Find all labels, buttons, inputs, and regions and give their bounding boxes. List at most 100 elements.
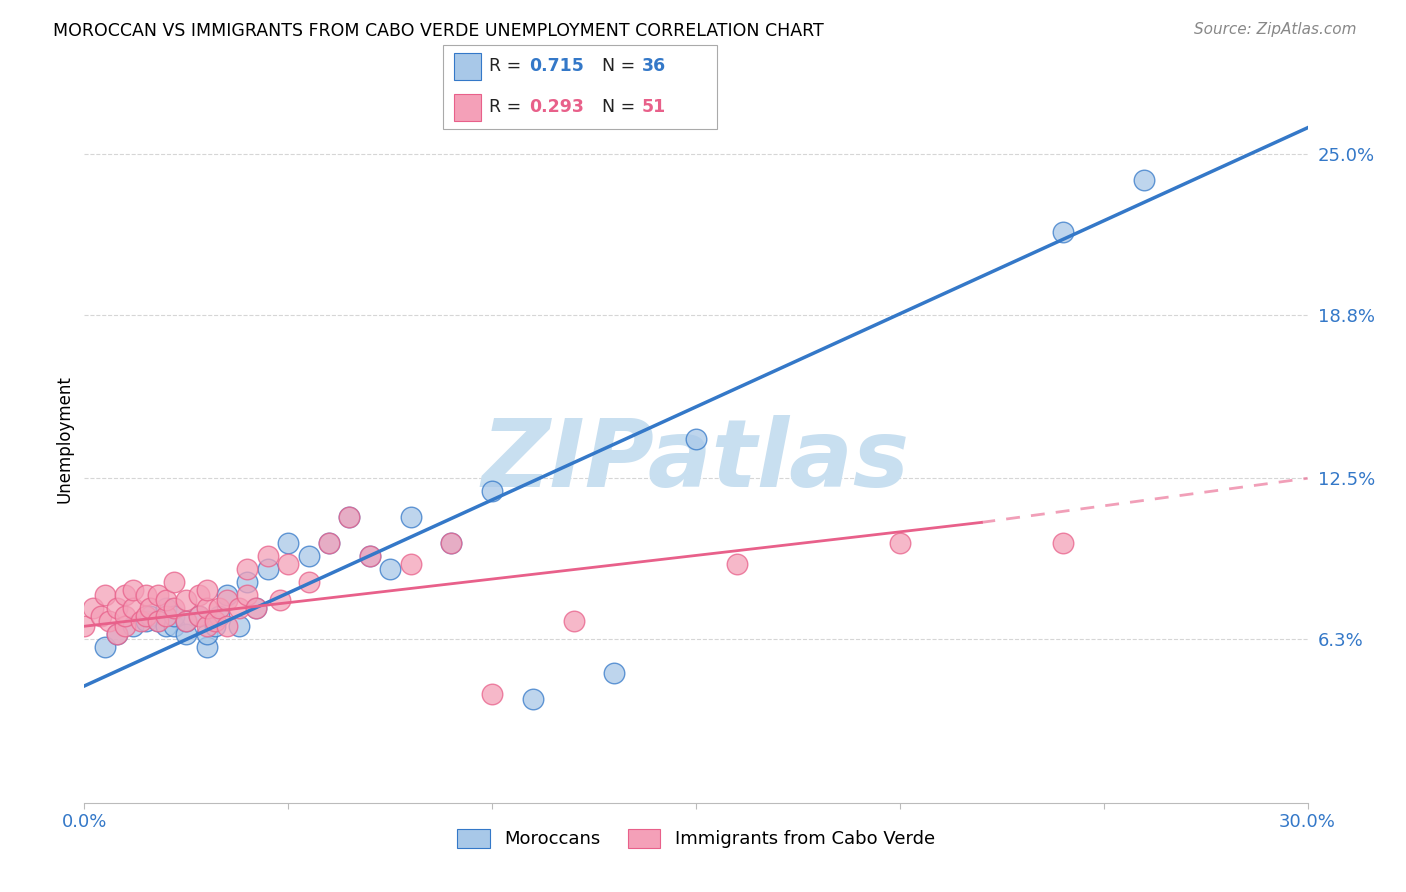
Point	[359, 549, 381, 563]
Point	[187, 608, 209, 623]
Point	[105, 601, 128, 615]
Y-axis label: Unemployment: Unemployment	[55, 376, 73, 503]
Text: N =: N =	[602, 57, 641, 75]
Point	[163, 575, 186, 590]
Point	[155, 601, 177, 615]
Point	[228, 619, 250, 633]
Point	[217, 593, 239, 607]
Point	[174, 627, 197, 641]
Point	[187, 588, 209, 602]
Point	[380, 562, 402, 576]
Point	[277, 557, 299, 571]
Point	[138, 608, 160, 623]
Point	[481, 484, 503, 499]
Point	[97, 614, 120, 628]
Point	[245, 601, 267, 615]
Text: ZIPatlas: ZIPatlas	[482, 415, 910, 508]
Point	[131, 614, 153, 628]
Point	[146, 614, 169, 628]
Text: 0.293: 0.293	[529, 98, 583, 116]
Point	[135, 614, 157, 628]
Point	[236, 562, 259, 576]
Point	[257, 549, 280, 563]
Point	[298, 549, 321, 563]
Point	[318, 536, 340, 550]
Point	[155, 593, 177, 607]
Text: 51: 51	[641, 98, 666, 116]
Point	[105, 627, 128, 641]
Point	[93, 588, 115, 602]
Point	[114, 619, 136, 633]
Point	[174, 614, 197, 628]
Point	[1052, 536, 1074, 550]
Point	[163, 619, 186, 633]
Point	[114, 608, 136, 623]
Point	[685, 432, 707, 446]
Point	[105, 627, 128, 641]
Point	[135, 588, 157, 602]
Point	[155, 619, 177, 633]
Point	[163, 608, 186, 623]
Point	[204, 619, 226, 633]
Text: N =: N =	[602, 98, 641, 116]
Text: R =: R =	[489, 98, 527, 116]
Point	[155, 608, 177, 623]
Point	[269, 593, 291, 607]
Text: R =: R =	[489, 57, 527, 75]
Point	[122, 601, 145, 615]
Bar	[454, 54, 481, 80]
Point	[339, 510, 361, 524]
Point	[82, 601, 104, 615]
Point	[195, 640, 218, 654]
Point	[195, 582, 218, 597]
Point	[135, 608, 157, 623]
Point	[1133, 172, 1156, 186]
Point	[195, 619, 218, 633]
Point	[208, 608, 231, 623]
Text: MOROCCAN VS IMMIGRANTS FROM CABO VERDE UNEMPLOYMENT CORRELATION CHART: MOROCCAN VS IMMIGRANTS FROM CABO VERDE U…	[53, 22, 824, 40]
Point	[298, 575, 321, 590]
FancyBboxPatch shape	[443, 45, 717, 129]
Point	[204, 614, 226, 628]
Point	[889, 536, 911, 550]
Text: 0.715: 0.715	[529, 57, 583, 75]
Point	[90, 608, 112, 623]
Point	[277, 536, 299, 550]
Point	[236, 588, 259, 602]
Point	[257, 562, 280, 576]
Point	[146, 614, 169, 628]
Point	[187, 608, 209, 623]
Text: Source: ZipAtlas.com: Source: ZipAtlas.com	[1194, 22, 1357, 37]
Point	[93, 640, 115, 654]
Point	[562, 614, 585, 628]
Point	[236, 575, 259, 590]
Point	[122, 619, 145, 633]
Point	[208, 601, 231, 615]
Text: 36: 36	[641, 57, 666, 75]
Point	[146, 588, 169, 602]
Point	[522, 692, 544, 706]
Point	[481, 687, 503, 701]
Point	[114, 588, 136, 602]
Point	[174, 593, 197, 607]
Point	[603, 665, 626, 680]
Point	[228, 601, 250, 615]
Point	[163, 601, 186, 615]
Point	[195, 601, 218, 615]
Point	[725, 557, 748, 571]
Point	[122, 582, 145, 597]
Point	[440, 536, 463, 550]
Point	[318, 536, 340, 550]
Point	[138, 601, 160, 615]
Point	[339, 510, 361, 524]
Legend: Moroccans, Immigrants from Cabo Verde: Moroccans, Immigrants from Cabo Verde	[450, 822, 942, 855]
Point	[1052, 225, 1074, 239]
Bar	[454, 94, 481, 120]
Point	[195, 627, 218, 641]
Point	[399, 557, 422, 571]
Point	[73, 619, 96, 633]
Point	[217, 588, 239, 602]
Point	[174, 614, 197, 628]
Point	[245, 601, 267, 615]
Point	[440, 536, 463, 550]
